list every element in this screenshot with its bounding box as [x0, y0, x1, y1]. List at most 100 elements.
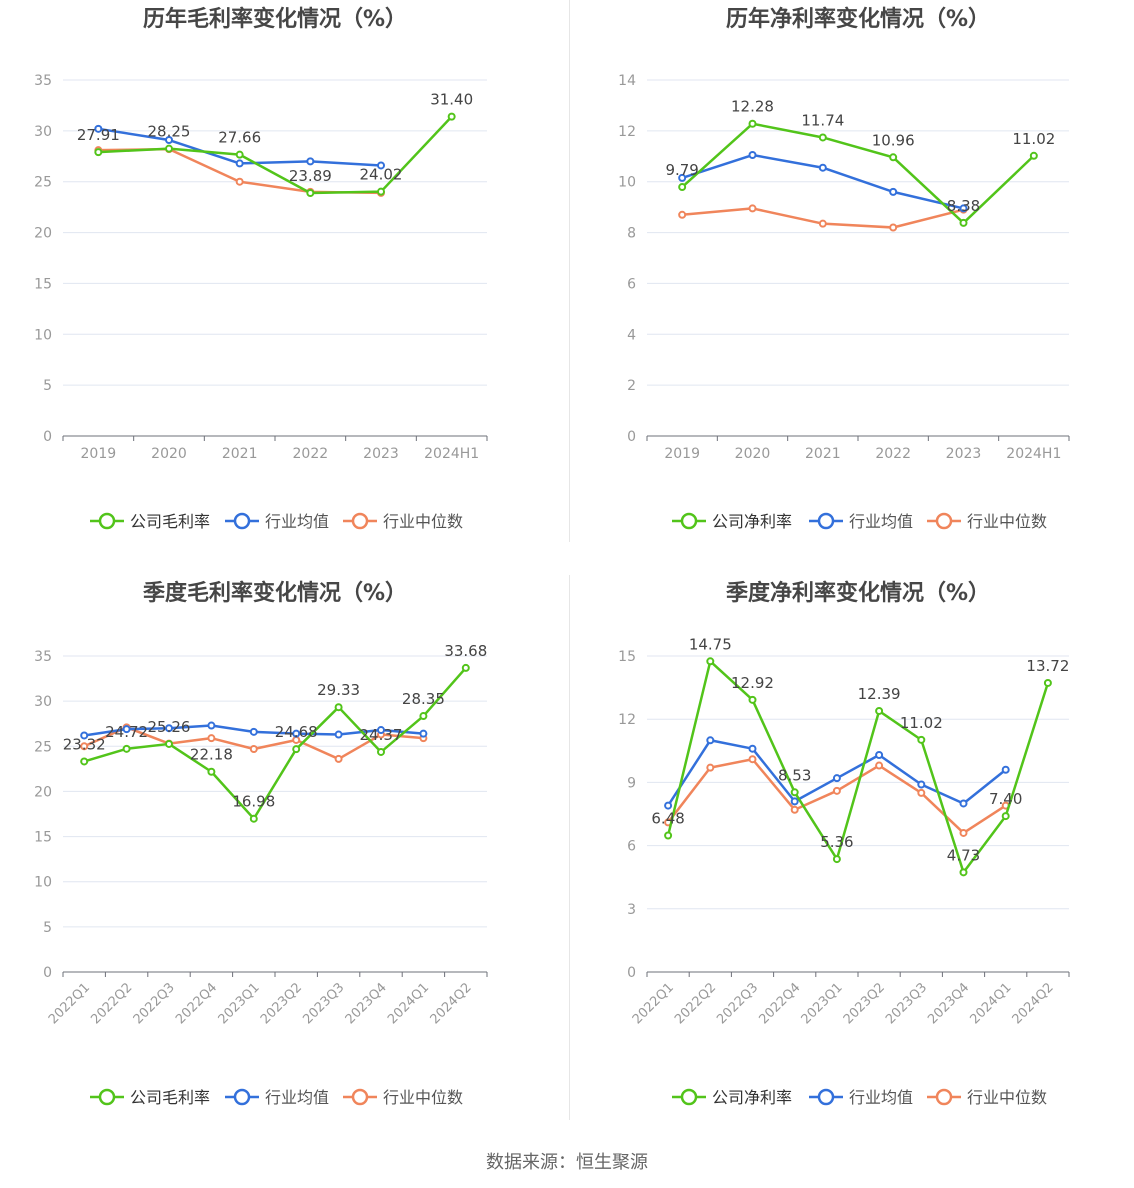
quarter-gross-legend-marker: [233, 1088, 251, 1106]
quarter-net-data-label: 14.75: [689, 635, 732, 653]
annual-gross-y-tick-label: 30: [34, 124, 52, 140]
quarter-net-data-label: 5.36: [820, 833, 853, 851]
quarter-net-average-point: [959, 799, 968, 808]
quarter-net-company-point: [1001, 812, 1010, 821]
quarter-gross-median-point: [207, 734, 216, 743]
quarter-net-legend-item-median: 行业中位数: [927, 1088, 1047, 1107]
quarter-gross-company-point: [419, 712, 428, 721]
quarter-gross-data-label: 23.32: [63, 735, 106, 753]
quarter-gross-y-tick-label: 0: [43, 965, 52, 981]
annual-net-legend-marker: [935, 512, 953, 530]
quarter-net-company-point: [875, 706, 884, 715]
quarter-net-legend-marker: [680, 1088, 698, 1106]
quarter-gross-x-tick-label: 2022Q4: [173, 980, 220, 1027]
annual-gross-y-tick-label: 0: [43, 429, 52, 445]
quarter-gross-legend-label: 行业均值: [265, 1088, 329, 1107]
quarter-gross-company-point: [165, 739, 173, 748]
quarter-net-y-tick-label: 0: [627, 965, 636, 981]
quarter-net-company-point: [917, 735, 926, 744]
quarter-net-x-tick-label: 2024Q1: [967, 980, 1014, 1027]
quarter-gross-x-tick-label: 2023Q3: [300, 980, 347, 1027]
annual-gross-legend-label: 行业中位数: [383, 512, 463, 531]
quarter-net-data-label: 8.53: [778, 766, 811, 784]
quarter-net-company-point: [1043, 678, 1052, 687]
annual-gross-x-tick-label: 2019: [81, 446, 117, 462]
annual-net-data-label: 9.79: [665, 161, 698, 179]
annual-net-company-point: [818, 133, 827, 142]
quarter-gross-median-point: [80, 742, 89, 751]
quarter-net-legend-item-company: 公司净利率: [672, 1088, 792, 1107]
annual-gross-median-point: [235, 177, 244, 186]
quarter-gross-data-label: 25.26: [148, 718, 191, 736]
annual-gross-x-tick-label: 2021: [222, 446, 258, 462]
quarter-net-legend-label: 行业中位数: [967, 1088, 1047, 1107]
quarter-net-data-label: 12.39: [858, 685, 901, 703]
annual-net-company-point: [1029, 151, 1038, 160]
annual-net-x-tick-label: 2023: [946, 446, 982, 462]
annual-gross-company-point: [94, 148, 103, 157]
quarter-net-median-point: [790, 805, 799, 814]
annual-gross-y-tick-label: 25: [34, 175, 52, 191]
chart-panel-quarter-gross: 季度毛利率变化情况（%） 0 5 10 15 20 25 30 35 2022Q1 2022Q2 20…: [0, 574, 568, 1124]
quarter-gross-y-tick-label: 20: [34, 784, 52, 800]
annual-net-median-point: [748, 204, 757, 213]
annual-gross-company-point: [165, 144, 173, 153]
quarter-net-y-tick-label: 9: [627, 775, 636, 791]
annual-gross-y-tick-label: 35: [34, 73, 52, 89]
quarter-net-company-point: [748, 695, 757, 704]
annual-gross-average-point: [306, 157, 315, 166]
annual-net-chart: 历年净利率变化情况（%） 0 2 4 6 8 10 12 14 2019 2020 2021 2022 2…: [618, 6, 1070, 531]
chart-panel-annual-gross: 历年毛利率变化情况（%） 0 5 10 15 20 25 30 35 2019 2020 2021 20…: [0, 0, 568, 545]
quarter-net-legend-marker: [817, 1088, 835, 1106]
quarter-net-x-tick-label: 2023Q4: [925, 980, 972, 1027]
quarter-gross-legend-marker: [351, 1088, 369, 1106]
annual-gross-data-label: 31.40: [430, 91, 473, 109]
annual-gross-average-point: [165, 136, 173, 145]
quarter-net-x-tick-label: 2022Q2: [672, 980, 719, 1027]
quarter-net-median-point: [832, 786, 841, 795]
quarter-net-x-tick-label: 2022Q1: [630, 980, 677, 1027]
annual-gross-y-tick-label: 5: [43, 378, 52, 394]
quarter-gross-average-point: [419, 729, 428, 738]
quarter-gross-average-point: [249, 727, 258, 736]
quarter-gross-average-point: [122, 725, 131, 734]
annual-net-data-label: 11.02: [1012, 130, 1055, 148]
annual-net-average-point: [889, 187, 898, 196]
quarter-gross-x-tick-label: 2024Q2: [428, 980, 475, 1027]
quarter-net-average-point: [832, 774, 841, 783]
quarter-net-average-line: [667, 739, 1007, 807]
annual-net-legend-item-company: 公司净利率: [672, 512, 792, 531]
quarter-gross-company-point: [292, 745, 301, 754]
quarter-net-median-point: [917, 788, 926, 797]
quarter-gross-company-point: [249, 814, 258, 823]
annual-net-company-point: [748, 119, 757, 128]
quarter-net-data-label: 6.48: [651, 809, 684, 827]
quarter-net-x-tick-label: 2024Q2: [1010, 980, 1057, 1027]
annual-net-title: 历年净利率变化情况（%）: [726, 6, 990, 32]
quarter-gross-data-label: 29.33: [317, 681, 360, 699]
annual-gross-chart: 历年毛利率变化情况（%） 0 5 10 15 20 25 30 35 2019 2020 2021 20…: [34, 6, 488, 531]
quarter-net-x-tick-label: 2022Q3: [714, 980, 761, 1027]
quarter-net-data-label: 7.40: [989, 790, 1022, 808]
annual-gross-average-point: [377, 161, 385, 170]
quarter-net-median-point: [748, 755, 757, 764]
chart-panel-annual-net: 历年净利率变化情况（%） 0 2 4 6 8 10 12 14 2019 2020 2021 2022 2…: [572, 0, 1134, 545]
quarter-gross-data-label: 22.18: [190, 746, 233, 764]
annual-gross-x-tick-label: 2023: [363, 446, 399, 462]
annual-gross-y-tick-label: 20: [34, 226, 52, 242]
annual-net-average-point: [748, 151, 757, 160]
quarter-gross-data-label: 33.68: [444, 642, 487, 660]
quarter-net-company-point: [706, 657, 715, 666]
quarter-net-title: 季度净利率变化情况（%）: [726, 580, 990, 606]
annual-net-median-point: [889, 223, 898, 232]
quarter-gross-x-tick-label: 2023Q1: [216, 980, 263, 1027]
annual-net-data-label: 11.74: [801, 111, 844, 129]
quarter-gross-data-label: 24.72: [105, 723, 148, 741]
quarter-net-average-point: [917, 780, 926, 789]
annual-gross-data-label: 23.89: [289, 167, 332, 185]
annual-net-y-tick-label: 14: [618, 73, 636, 89]
quarter-gross-company-point: [461, 663, 470, 672]
annual-net-y-tick-label: 0: [627, 429, 636, 445]
annual-gross-x-tick-label: 2020: [151, 446, 187, 462]
annual-net-legend-item-median: 行业中位数: [927, 512, 1047, 531]
